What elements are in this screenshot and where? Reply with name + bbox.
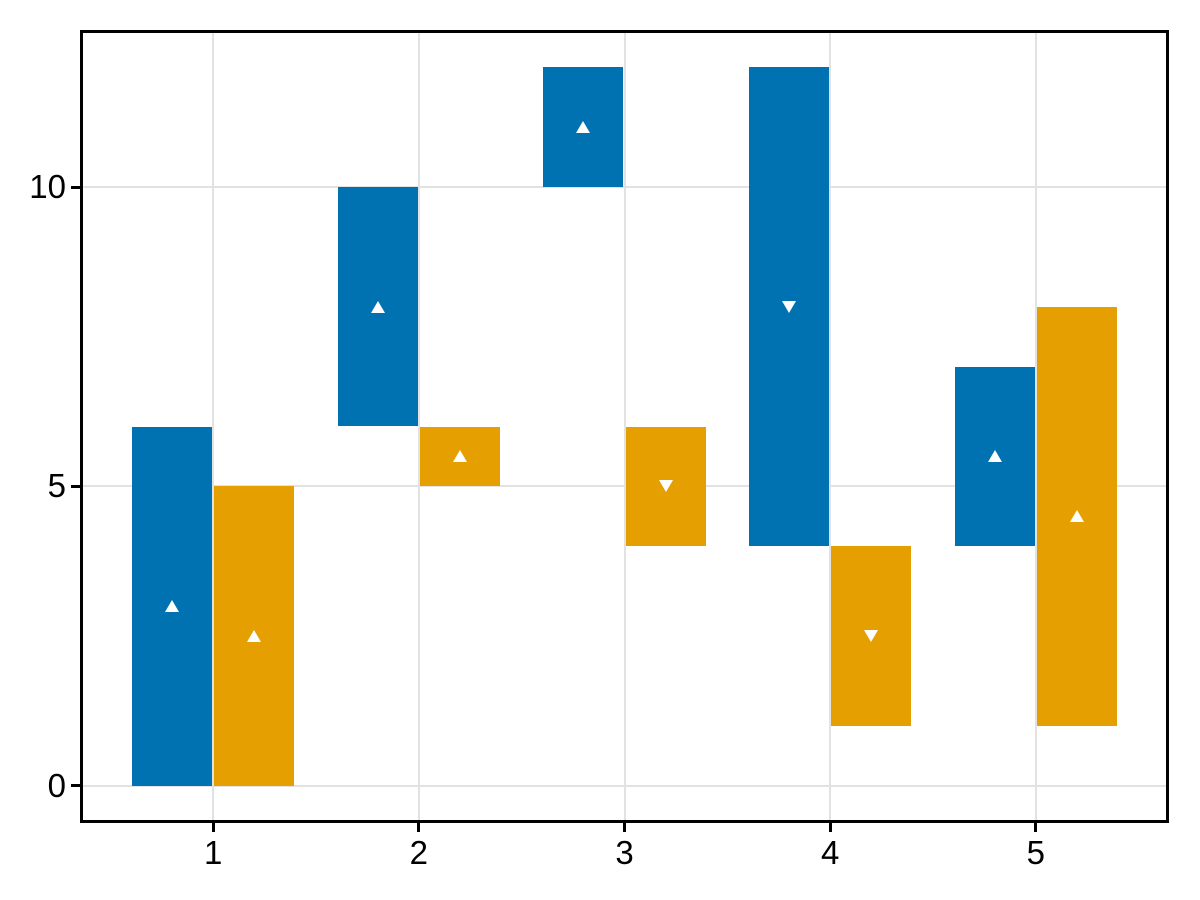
marker-triangle-up — [370, 300, 385, 313]
x-tick-label: 4 — [820, 834, 840, 871]
x-gridline — [417, 33, 420, 820]
y-axis-tick — [71, 784, 80, 788]
x-axis-tick — [211, 823, 215, 832]
x-gridline — [212, 33, 215, 820]
marker-triangle-up — [1070, 510, 1084, 523]
x-tick-label: 5 — [1026, 834, 1046, 871]
y-axis-tick — [71, 484, 80, 488]
x-gridline — [623, 33, 626, 820]
x-tick-label: 2 — [409, 834, 428, 871]
x-gridline — [829, 33, 832, 820]
marker-triangle-up — [576, 121, 591, 134]
marker-triangle-down — [658, 480, 673, 493]
marker-triangle-up — [165, 600, 179, 613]
x-axis-tick — [623, 823, 626, 832]
marker-triangle-up — [987, 450, 1002, 463]
y-tick-label: 0 — [47, 766, 66, 804]
x-gridline — [1034, 33, 1037, 820]
marker-triangle-down — [864, 629, 879, 642]
y-tick-label: 10 — [29, 168, 66, 206]
x-tick-label: 3 — [615, 834, 634, 871]
y-gridline — [83, 784, 1166, 787]
x-axis-tick — [828, 823, 832, 832]
x-tick-label: 1 — [203, 834, 223, 871]
y-tick-label: 5 — [47, 467, 66, 505]
marker-triangle-up — [247, 629, 262, 642]
marker-triangle-up — [452, 450, 467, 463]
y-gridline — [83, 186, 1166, 189]
y-axis-tick — [71, 185, 80, 189]
x-axis-tick — [1034, 823, 1038, 832]
x-axis-tick — [417, 823, 421, 832]
y-gridline — [83, 485, 1166, 488]
marker-triangle-down — [782, 300, 797, 313]
